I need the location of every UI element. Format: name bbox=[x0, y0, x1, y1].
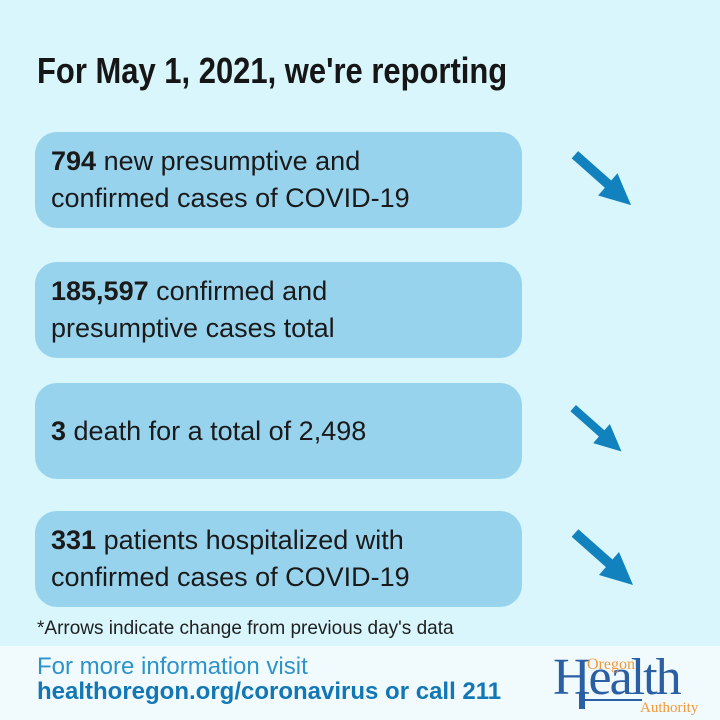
trend-down-arrow-icon bbox=[571, 529, 633, 585]
stat-box-hospitalized: 331 patients hospitalized with confirmed… bbox=[35, 511, 522, 607]
logo-health-wordmark: Health bbox=[553, 649, 682, 706]
stat-text-total-cases: 185,597 confirmed and presumptive cases … bbox=[51, 273, 479, 347]
stat-label-deaths: death for a total of 2,498 bbox=[66, 415, 367, 446]
logo-oregon-text: Oregon bbox=[587, 656, 635, 673]
stat-value-deaths: 3 bbox=[51, 415, 67, 446]
logo-authority-text: Authority bbox=[640, 700, 699, 716]
stat-text-new-cases: 794 new presumptive and confirmed cases … bbox=[51, 143, 479, 217]
footer-url-text: healthoregon.org/coronavirus or call 211 bbox=[37, 678, 502, 705]
stat-text-deaths: 3 death for a total of 2,498 bbox=[51, 413, 479, 450]
trend-down-arrow-icon bbox=[570, 405, 622, 452]
stat-value-hospitalized: 331 bbox=[51, 525, 97, 555]
footer: For more information visit healthoregon.… bbox=[0, 646, 720, 720]
trend-down-arrow-icon bbox=[571, 151, 632, 206]
stat-label-new-cases: new presumptive and confirmed cases of C… bbox=[51, 146, 410, 213]
stat-box-total-cases: 185,597 confirmed and presumptive cases … bbox=[35, 262, 522, 358]
logo-underline bbox=[584, 699, 642, 701]
stat-text-hospitalized: 331 patients hospitalized with confirmed… bbox=[51, 522, 479, 596]
stat-label-total-cases: confirmed and presumptive cases total bbox=[51, 276, 335, 343]
page-title: For May 1, 2021, we're reporting bbox=[37, 50, 508, 91]
oregon-health-authority-logo: Health Oregon Authority bbox=[553, 649, 705, 717]
logo-stem-line bbox=[579, 692, 585, 709]
footer-info-text: For more information visit bbox=[37, 653, 308, 680]
stat-label-hospitalized: patients hospitalized with confirmed cas… bbox=[51, 525, 410, 592]
arrows-footnote: *Arrows indicate change from previous da… bbox=[37, 618, 454, 639]
stat-value-total-cases: 185,597 bbox=[51, 276, 149, 306]
stat-value-new-cases: 794 bbox=[51, 146, 97, 176]
stat-box-new-cases: 794 new presumptive and confirmed cases … bbox=[35, 132, 522, 228]
stat-box-deaths: 3 death for a total of 2,498 bbox=[35, 383, 522, 479]
